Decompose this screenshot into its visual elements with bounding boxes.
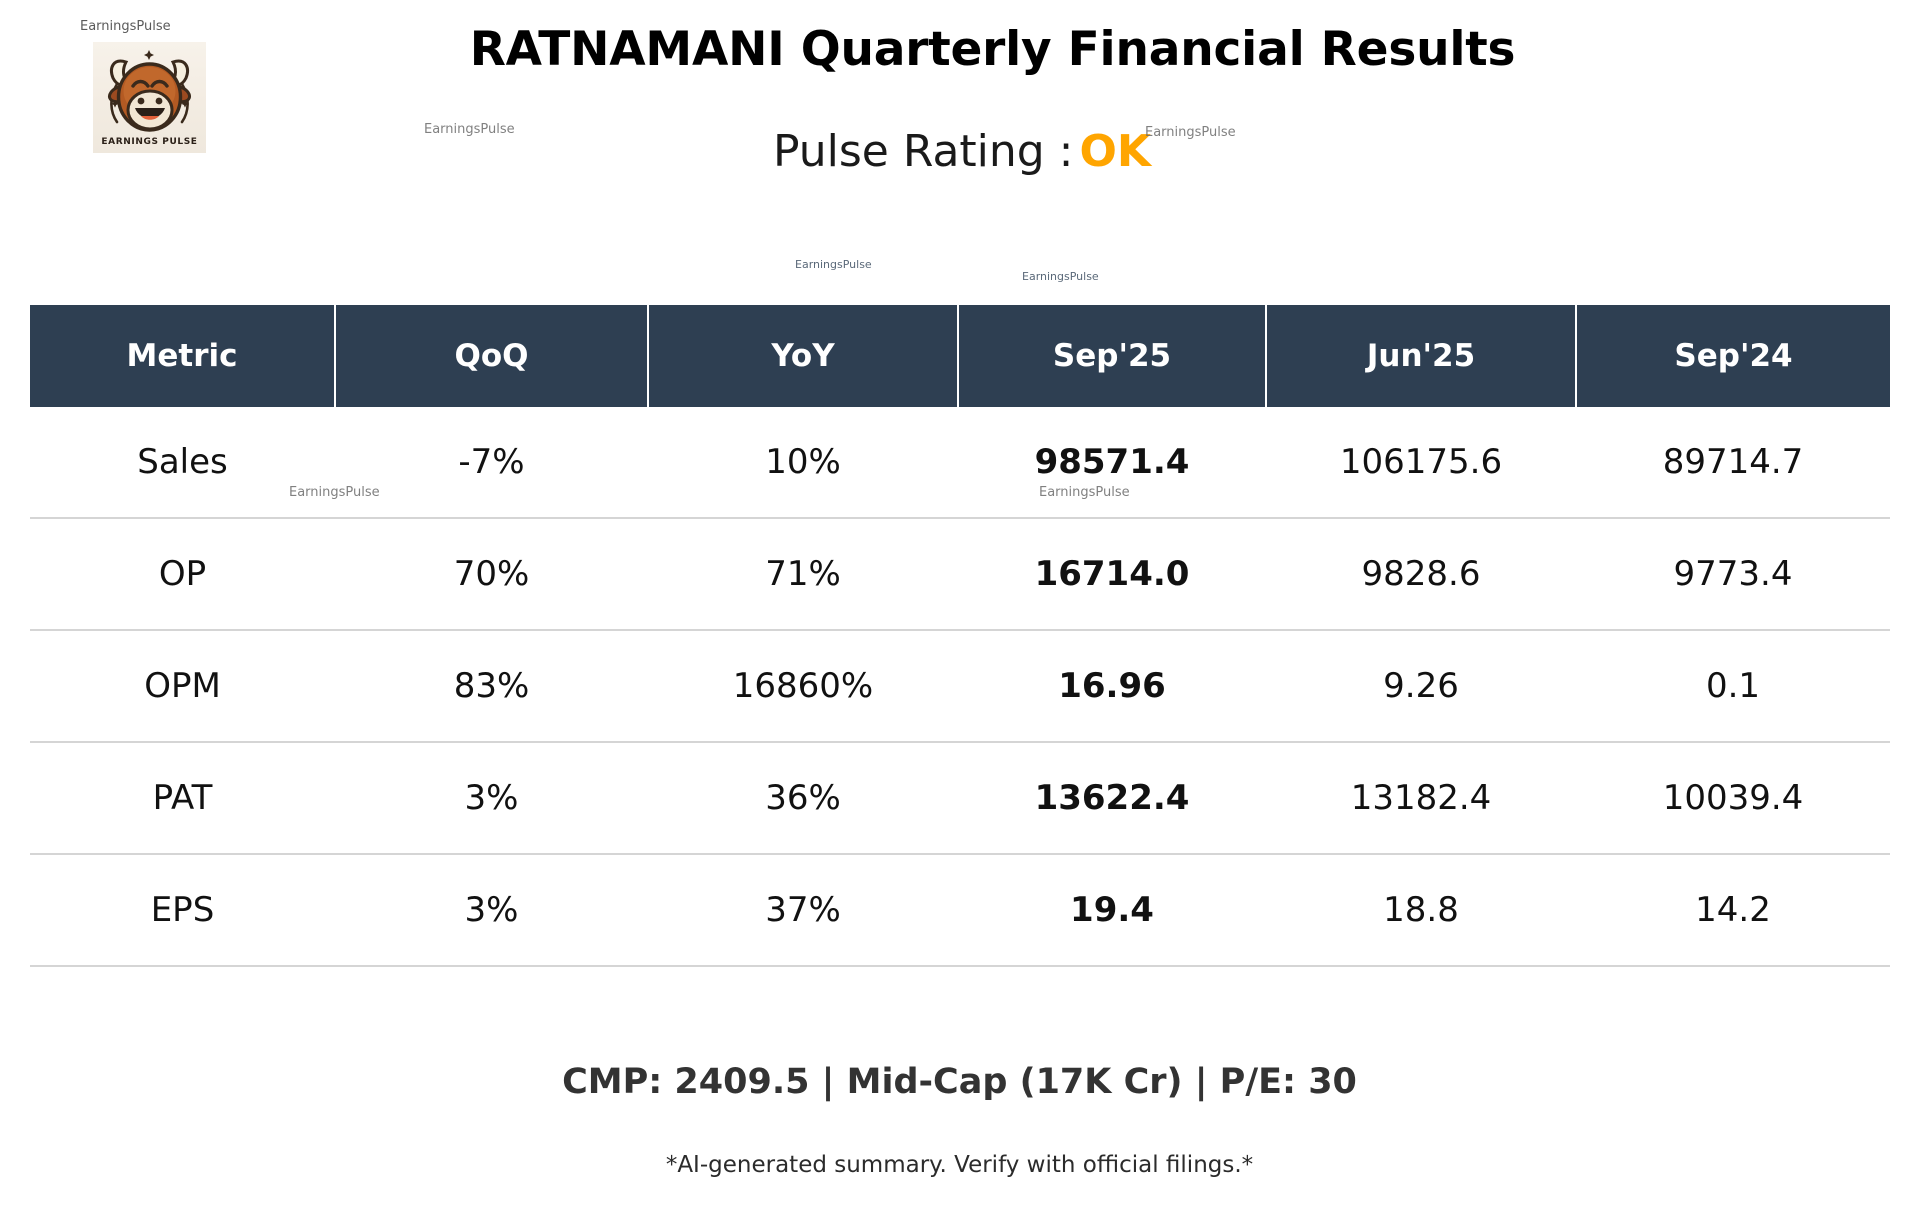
table-header-row: Metric QoQ YoY Sep'25 Jun'25 Sep'24 [30, 305, 1890, 407]
valuation-summary: CMP: 2409.5 | Mid-Cap (17K Cr) | P/E: 30 [562, 1062, 1357, 1102]
cell-previous: 13182.4 [1266, 742, 1576, 855]
page-title: RATNAMANI Quarterly Financial Results [469, 22, 1516, 77]
cell-qoq: -7% [335, 407, 648, 519]
cell-metric: EPS [30, 854, 335, 967]
cell-yoy: 71% [648, 518, 958, 631]
cell-previous: 9.26 [1266, 630, 1576, 743]
logo-watermark-label: EarningsPulse [80, 19, 171, 34]
cell-previous: 18.8 [1266, 854, 1576, 967]
logo-card: EARNINGS PULSE [93, 42, 206, 153]
brand-logo: EarningsPulse [80, 19, 206, 153]
cell-qoq: 3% [335, 742, 648, 855]
table-row: PAT 3% 36% 13622.4 13182.4 10039.4 [30, 742, 1890, 855]
cell-current: 13622.4 [958, 742, 1266, 855]
cell-current: 16.96 [958, 630, 1266, 743]
cell-metric: Sales [30, 407, 335, 519]
cell-current: 98571.4 [958, 407, 1266, 519]
column-header-yearago: Sep'24 [1576, 305, 1890, 407]
cell-qoq: 70% [335, 518, 648, 631]
logo-caption: EARNINGS PULSE [101, 137, 198, 147]
watermark-label: EarningsPulse [795, 258, 872, 271]
cell-yoy: 37% [648, 854, 958, 967]
cell-yoy: 36% [648, 742, 958, 855]
financial-results-table: Metric QoQ YoY Sep'25 Jun'25 Sep'24 Sale… [30, 305, 1890, 967]
cell-year-ago: 89714.7 [1576, 407, 1890, 519]
table-row: Sales -7% 10% 98571.4 106175.6 89714.7 [30, 407, 1890, 519]
cell-year-ago: 9773.4 [1576, 518, 1890, 631]
cell-current: 16714.0 [958, 518, 1266, 631]
column-header-metric: Metric [30, 305, 336, 407]
table-row: EPS 3% 37% 19.4 18.8 14.2 [30, 854, 1890, 967]
disclaimer-text: *AI-generated summary. Verify with offic… [665, 1152, 1254, 1178]
cell-year-ago: 10039.4 [1576, 742, 1890, 855]
cell-qoq: 3% [335, 854, 648, 967]
table-row: OP 70% 71% 16714.0 9828.6 9773.4 [30, 518, 1890, 631]
column-header-qoq: QoQ [335, 305, 649, 407]
pulse-rating-label: Pulse Rating : [772, 126, 1074, 177]
cell-metric: OP [30, 518, 335, 631]
cell-previous: 106175.6 [1266, 407, 1576, 519]
cell-metric: OPM [30, 630, 335, 743]
cell-yoy: 16860% [648, 630, 958, 743]
column-header-current: Sep'25 [958, 305, 1267, 407]
pulse-rating-value: OK [1079, 126, 1152, 177]
cell-previous: 9828.6 [1266, 518, 1576, 631]
cell-metric: PAT [30, 742, 335, 855]
cell-year-ago: 14.2 [1576, 854, 1890, 967]
pulse-rating: Pulse Rating : OK [0, 126, 1919, 177]
watermark-label: EarningsPulse [1022, 270, 1099, 283]
bull-mascot-icon [107, 50, 192, 132]
table-row: OPM 83% 16860% 16.96 9.26 0.1 [30, 630, 1890, 743]
cell-current: 19.4 [958, 854, 1266, 967]
cell-qoq: 83% [335, 630, 648, 743]
cell-year-ago: 0.1 [1576, 630, 1890, 743]
column-header-yoy: YoY [648, 305, 959, 407]
column-header-previous: Jun'25 [1266, 305, 1577, 407]
cell-yoy: 10% [648, 407, 958, 519]
